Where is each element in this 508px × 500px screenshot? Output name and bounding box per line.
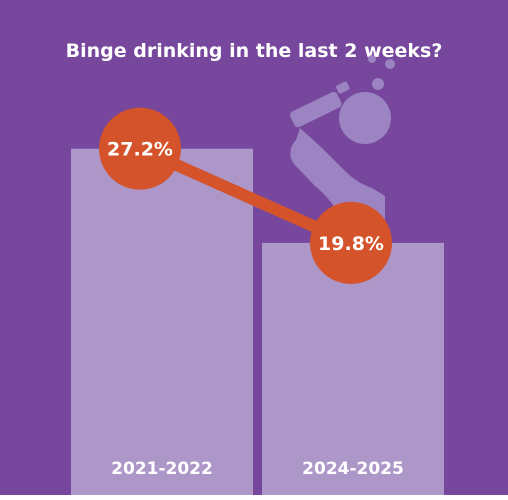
category-label: 2024-2025: [302, 459, 404, 479]
bar-2024-2025: [262, 242, 444, 495]
bar-2021-2022: [71, 148, 253, 496]
value-marker: [310, 201, 392, 284]
data-label: 19.8%: [318, 233, 384, 255]
value-marker: [99, 107, 181, 190]
chart-title: Binge drinking in the last 2 weeks?: [66, 40, 443, 62]
category-label: 2021-2022: [111, 459, 213, 479]
data-label: 27.2%: [107, 139, 173, 161]
